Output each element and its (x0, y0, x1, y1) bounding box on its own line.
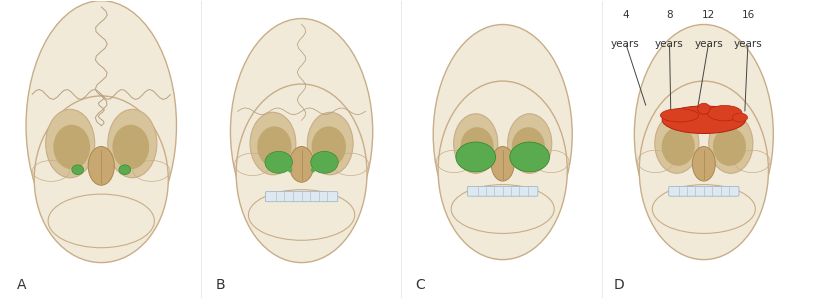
Text: B: B (215, 278, 225, 292)
Ellipse shape (34, 96, 169, 263)
Ellipse shape (236, 84, 367, 263)
Ellipse shape (72, 165, 84, 175)
Ellipse shape (698, 103, 710, 114)
Ellipse shape (732, 113, 748, 122)
Ellipse shape (454, 114, 498, 173)
Text: years: years (695, 39, 723, 49)
Ellipse shape (509, 142, 550, 172)
Ellipse shape (652, 184, 755, 234)
Ellipse shape (287, 168, 292, 173)
Ellipse shape (438, 81, 568, 260)
Ellipse shape (46, 109, 95, 178)
Ellipse shape (460, 127, 494, 166)
Ellipse shape (289, 147, 314, 182)
Ellipse shape (311, 126, 346, 167)
Ellipse shape (451, 184, 554, 234)
Text: 8: 8 (666, 10, 673, 20)
Ellipse shape (662, 106, 745, 133)
Ellipse shape (433, 25, 572, 245)
Ellipse shape (307, 112, 353, 175)
FancyBboxPatch shape (236, 144, 367, 161)
Ellipse shape (456, 142, 495, 172)
Ellipse shape (640, 81, 768, 260)
Ellipse shape (708, 114, 753, 173)
Ellipse shape (250, 112, 296, 175)
Text: D: D (614, 278, 625, 292)
Text: A: A (17, 278, 26, 292)
Ellipse shape (248, 190, 355, 240)
FancyBboxPatch shape (468, 187, 538, 196)
Ellipse shape (635, 25, 773, 245)
Text: years: years (734, 39, 762, 49)
Ellipse shape (88, 147, 115, 185)
Ellipse shape (662, 127, 695, 166)
Ellipse shape (230, 19, 373, 245)
Ellipse shape (713, 127, 746, 166)
Ellipse shape (48, 194, 155, 248)
Ellipse shape (654, 114, 699, 173)
Text: 4: 4 (622, 10, 629, 20)
Ellipse shape (512, 127, 545, 166)
Ellipse shape (708, 106, 742, 121)
Ellipse shape (26, 1, 176, 251)
Ellipse shape (119, 165, 131, 175)
Text: years: years (655, 39, 684, 49)
Ellipse shape (108, 109, 157, 178)
Ellipse shape (53, 125, 90, 169)
Text: years: years (611, 39, 640, 49)
Ellipse shape (508, 114, 552, 173)
Ellipse shape (310, 151, 338, 173)
Text: 12: 12 (702, 10, 715, 20)
Ellipse shape (692, 147, 715, 181)
Text: C: C (415, 278, 425, 292)
Ellipse shape (310, 168, 315, 173)
Ellipse shape (265, 151, 292, 173)
FancyBboxPatch shape (669, 187, 739, 196)
Ellipse shape (660, 109, 699, 122)
FancyBboxPatch shape (265, 192, 337, 202)
FancyBboxPatch shape (438, 144, 568, 161)
Text: 16: 16 (741, 10, 754, 20)
FancyBboxPatch shape (640, 144, 768, 161)
Ellipse shape (257, 126, 292, 167)
FancyBboxPatch shape (34, 144, 169, 161)
Ellipse shape (112, 125, 149, 169)
Ellipse shape (491, 147, 514, 181)
